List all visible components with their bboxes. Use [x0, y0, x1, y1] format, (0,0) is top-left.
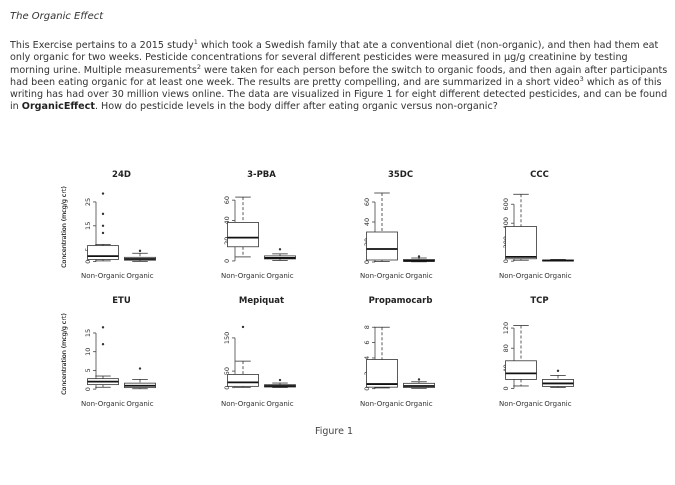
y-tick-label: 20	[223, 237, 231, 245]
outlier-point	[241, 325, 245, 329]
dataset-name: OrganicEffect	[21, 101, 95, 113]
outlier-point	[101, 224, 105, 228]
intro-paragraph: This Exercise pertains to a 2015 study1 …	[10, 37, 670, 114]
outlier-point	[278, 378, 282, 382]
y-axis-label: Concentration (mcg/g crt)	[61, 313, 68, 395]
y-tick-label: 0	[502, 259, 510, 263]
y-tick-label: 120	[502, 322, 510, 334]
y-tick-label: 25	[84, 198, 92, 206]
y-tick-label: 0	[363, 260, 371, 264]
y-tick-label: 15	[84, 222, 92, 230]
y-tick-label: 0	[84, 260, 92, 264]
box	[366, 359, 398, 388]
category-label: Organic	[405, 400, 432, 408]
y-tick-label: 0	[363, 387, 371, 391]
y-tick-label: 0	[223, 386, 231, 390]
y-axis-label: Concentration (mcg/g crt)	[61, 186, 68, 268]
y-tick-label: 80	[502, 344, 510, 352]
category-label: Organic	[126, 400, 153, 408]
y-tick-label: 8	[363, 325, 371, 329]
y-tick-label: 150	[223, 332, 231, 344]
y-axis-label: Concentration (mcg/g crt)	[61, 186, 68, 268]
y-axis-label: Concentration (mcg/g crt)	[61, 313, 68, 395]
category-label: Non-Organic	[499, 400, 543, 408]
text-run: which took a Swedish family that ate a c…	[10, 40, 659, 76]
y-tick-label: 600	[502, 198, 510, 210]
y-tick-label: 0	[502, 386, 510, 390]
y-tick-label: 10	[84, 348, 92, 356]
panel-title: Mepiquat	[239, 296, 284, 306]
panel-title: CCC	[530, 170, 549, 180]
box	[227, 374, 259, 387]
y-tick-label: 4	[363, 356, 371, 360]
panel-title: TCP	[530, 296, 548, 306]
y-tick-label: 60	[363, 198, 371, 206]
box	[505, 226, 537, 260]
category-label: Non-Organic	[221, 400, 265, 408]
text-run: . How do pesticide levels in the body di…	[94, 101, 498, 113]
category-label: Organic	[405, 272, 432, 280]
y-tick-label: 0	[223, 259, 231, 263]
panel-title: ETU	[112, 296, 131, 306]
y-tick-label: 40	[363, 218, 371, 226]
box	[366, 231, 398, 261]
y-tick-label: 50	[223, 367, 231, 375]
category-label: Non-Organic	[360, 400, 404, 408]
panel-title: 3-PBA	[247, 170, 276, 180]
y-axis-label: Concentration (mcg/g crt)	[61, 313, 68, 395]
outlier-point	[417, 255, 421, 258]
y-tick-label: 15	[84, 329, 92, 337]
footnote-ref-3[interactable]: 3	[579, 74, 584, 83]
box	[87, 245, 119, 260]
outlier-point	[138, 249, 142, 253]
footnote-ref-2[interactable]: 2	[196, 62, 201, 71]
category-label: Non-Organic	[499, 272, 543, 280]
y-tick-label: 60	[223, 196, 231, 204]
y-tick-label: 400	[502, 217, 510, 229]
category-label: Organic	[544, 400, 571, 408]
box	[505, 360, 537, 380]
outlier-point	[417, 378, 421, 381]
outlier-point	[138, 367, 142, 370]
outlier-point	[101, 192, 105, 195]
outlier-point	[278, 248, 282, 251]
page-title: The Organic Effect	[10, 11, 104, 22]
y-axis-label: Concentration (mcg/g crt)	[61, 186, 68, 268]
footnote-ref-1[interactable]: 1	[193, 37, 198, 46]
y-tick-label: 6	[363, 341, 371, 345]
outlier-point	[101, 326, 105, 329]
text-run: This Exercise pertains to a 2015 study	[10, 40, 194, 51]
category-label: Organic	[266, 400, 293, 408]
panel-title: Propamocarb	[369, 296, 433, 306]
box	[227, 222, 259, 248]
outlier-point	[101, 231, 105, 235]
text-run: were taken for each person before the sw…	[10, 64, 668, 88]
category-label: Organic	[544, 272, 571, 280]
y-tick-label: 0	[84, 387, 92, 391]
category-label: Non-Organic	[81, 272, 125, 280]
y-axis-label: Concentration (mcg/g crt)	[61, 186, 68, 268]
panel-title: 24D	[112, 170, 131, 180]
category-label: Non-Organic	[360, 272, 404, 280]
category-label: Organic	[266, 272, 293, 280]
outlier-point	[556, 369, 560, 373]
y-tick-label: 40	[223, 216, 231, 224]
y-tick-label: 5	[84, 368, 92, 372]
category-label: Non-Organic	[221, 272, 265, 280]
outlier-point	[101, 212, 105, 216]
outlier-point	[101, 343, 105, 346]
figure-caption: Figure 1	[314, 426, 354, 437]
category-label: Organic	[126, 272, 153, 280]
panel-title: 35DC	[388, 170, 413, 180]
y-axis-label: Concentration (mcg/g crt)	[61, 313, 68, 395]
text-run: which as of this writing has had over 30…	[10, 76, 668, 113]
category-label: Non-Organic	[81, 400, 125, 408]
